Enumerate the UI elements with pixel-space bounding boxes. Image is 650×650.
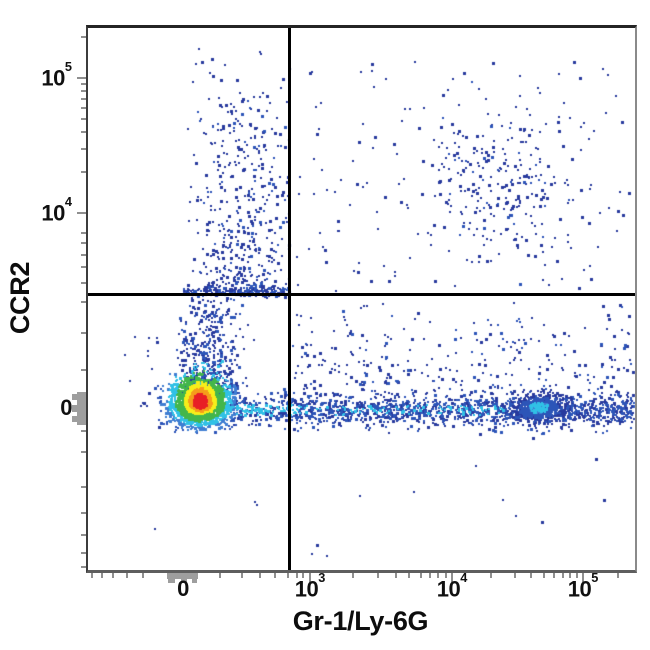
x-axis-tick [287, 573, 289, 578]
y-tick-label: 104 [41, 194, 72, 226]
x-axis-tick [259, 573, 261, 578]
y-axis-tick [81, 566, 86, 568]
y-axis-tick [77, 212, 86, 214]
x-axis-tick [241, 573, 243, 578]
y-axis-tick [81, 131, 86, 133]
y-tick-label: 0 [60, 395, 72, 420]
x-axis-tick [569, 573, 571, 578]
y-axis-tick [81, 83, 86, 85]
x-axis-tick [437, 573, 439, 578]
x-axis-tick [530, 573, 532, 578]
x-axis-tick [274, 573, 276, 578]
y-axis-tick [77, 77, 86, 79]
y-axis-tick [81, 254, 86, 256]
x-axis-zero-block-tooth [181, 579, 187, 583]
y-axis-tick [81, 486, 86, 488]
y-axis-tick [81, 242, 86, 244]
x-axis-tick [219, 573, 221, 578]
x-axis-tick [309, 573, 311, 582]
x-axis-zero-block-tooth [168, 579, 175, 583]
x-axis-tick [543, 573, 545, 578]
x-axis-tick [142, 573, 144, 578]
y-axis-tick [81, 232, 86, 234]
x-tick-label: 104 [436, 570, 468, 602]
x-axis-tick [395, 573, 397, 578]
x-axis-tick [576, 573, 578, 578]
y-axis-tick [81, 332, 86, 334]
x-axis-tick [562, 573, 564, 578]
y-axis-zero-block-tooth [72, 405, 77, 412]
x-axis-tick [377, 573, 379, 578]
y-axis-tick [81, 534, 86, 536]
x-axis-title: Gr-1/Ly-6G [292, 606, 429, 636]
y-axis-title: CCR2 [5, 261, 35, 335]
x-axis-tick [445, 573, 447, 578]
x-axis-tick [429, 573, 431, 578]
y-axis-tick [81, 282, 86, 284]
quadrant-gate-vertical-line [288, 28, 291, 570]
y-axis-tick [81, 118, 86, 120]
x-axis-tick [490, 573, 492, 578]
y-axis-tick [81, 552, 86, 554]
y-axis-tick [81, 266, 86, 268]
y-axis-tick [81, 98, 86, 100]
y-axis-tick [81, 148, 86, 150]
x-tick-label: 0 [177, 576, 189, 601]
x-axis-tick [112, 573, 114, 578]
x-axis-tick [617, 573, 619, 578]
x-axis-tick [451, 573, 453, 582]
y-axis-tick [81, 301, 86, 303]
y-axis-zero-block [77, 392, 88, 425]
x-axis-tick [101, 573, 103, 578]
x-axis-tick [296, 573, 298, 578]
x-axis-tick [126, 573, 128, 578]
x-axis-zero-block [167, 571, 198, 579]
y-axis-tick [81, 36, 86, 38]
y-axis-tick [81, 90, 86, 92]
quadrant-gate-horizontal-line [88, 293, 635, 296]
y-axis-tick [81, 107, 86, 109]
x-axis-tick [408, 573, 410, 578]
x-axis-tick [553, 573, 555, 578]
x-axis-tick [302, 573, 304, 578]
x-tick-label: 103 [294, 570, 326, 602]
y-axis-zero-block-tooth [72, 394, 77, 400]
y-axis-tick [81, 451, 86, 453]
x-axis-zero-block-tooth [192, 579, 197, 583]
y-axis-zero-block-tooth [72, 416, 77, 422]
x-axis-tick [514, 573, 516, 578]
y-axis-tick [81, 369, 86, 371]
x-axis-tick [352, 573, 354, 578]
x-axis-tick [582, 573, 584, 582]
x-axis-tick [420, 573, 422, 578]
y-axis-tick [81, 171, 86, 173]
y-tick-label: 105 [41, 59, 72, 91]
y-axis-tick [81, 512, 86, 514]
y-axis-tick [81, 430, 86, 432]
x-axis-tick [91, 573, 93, 578]
x-tick-label: 105 [567, 570, 599, 602]
